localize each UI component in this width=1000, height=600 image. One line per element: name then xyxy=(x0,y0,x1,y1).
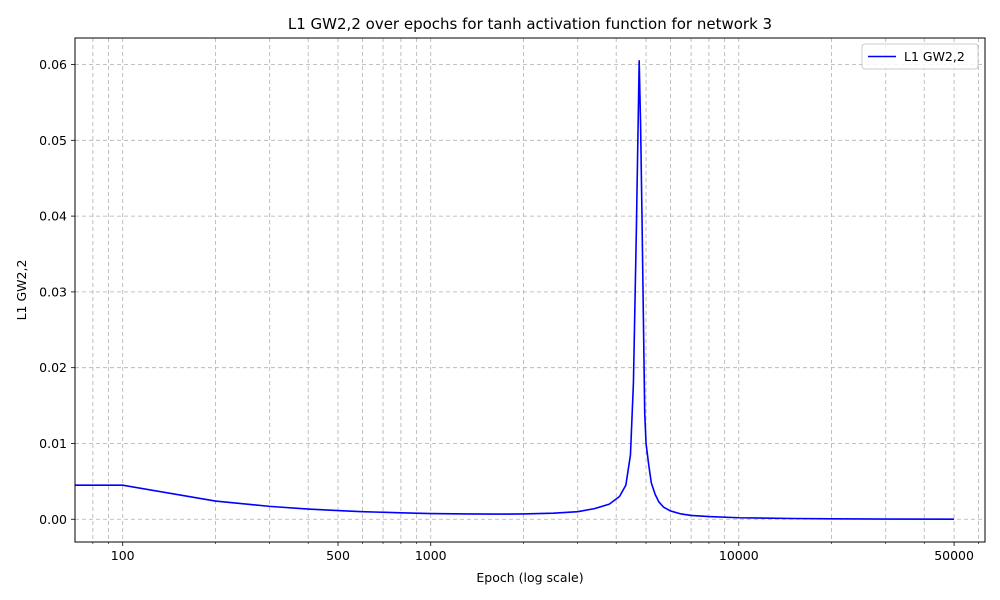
y-tick-label: 0.01 xyxy=(39,436,67,451)
y-tick-label: 0.05 xyxy=(39,133,67,148)
minor-gridlines xyxy=(92,38,979,542)
chart-title: L1 GW2,2 over epochs for tanh activation… xyxy=(288,15,772,33)
series-line xyxy=(75,59,955,520)
y-tick-label: 0.03 xyxy=(39,284,67,299)
series-layer xyxy=(75,59,955,520)
plot-frame xyxy=(74,37,986,543)
y-axis-label: L1 GW2,2 xyxy=(14,260,29,321)
x-tick-label: 50000 xyxy=(934,548,974,563)
y-axis-ticks: 0.00 0.01 0.02 0.03 0.04 0.05 0.06 xyxy=(39,57,75,527)
y-tick-label: 0.04 xyxy=(39,209,67,224)
x-axis-ticks: 100 500 1000 10000 50000 xyxy=(92,542,979,563)
legend-label: L1 GW2,2 xyxy=(904,49,965,64)
legend-box xyxy=(861,43,979,70)
x-tick-label: 500 xyxy=(326,548,350,563)
y-tick-label: 0.02 xyxy=(39,360,67,375)
x-tick-label: 10000 xyxy=(719,548,759,563)
x-tick-label: 1000 xyxy=(415,548,447,563)
x-axis-label: Epoch (log scale) xyxy=(476,570,583,585)
y-tick-label: 0.00 xyxy=(39,512,67,527)
x-tick-label: 100 xyxy=(111,548,135,563)
y-tick-label: 0.06 xyxy=(39,57,67,72)
legend: L1 GW2,2 xyxy=(861,43,979,70)
